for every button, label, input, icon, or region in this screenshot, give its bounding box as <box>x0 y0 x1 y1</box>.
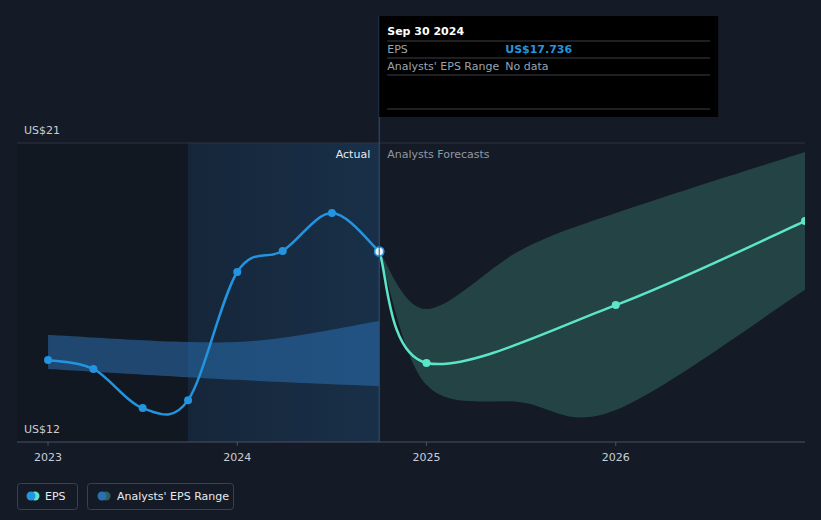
tooltip-box <box>379 16 718 117</box>
background <box>0 0 821 520</box>
x-tick <box>48 442 49 446</box>
eps-point[interactable] <box>612 301 620 309</box>
eps-point[interactable] <box>801 217 805 225</box>
x-tick <box>237 442 238 446</box>
legend-label: Analysts' EPS Range <box>117 490 229 503</box>
x-tick-label: 2026 <box>602 451 630 464</box>
plot-area <box>44 152 805 417</box>
legend-label: EPS <box>45 490 66 503</box>
legend: EPS Analysts' EPS Range <box>18 484 234 510</box>
tooltip-value: No data <box>505 60 548 73</box>
eps-point[interactable] <box>44 356 52 364</box>
eps-point[interactable] <box>139 404 147 412</box>
x-tick <box>615 442 616 446</box>
tooltip-divider <box>387 58 710 59</box>
y-tick-label: US$12 <box>24 423 60 436</box>
grid-line <box>17 143 805 144</box>
legend-item-box[interactable] <box>18 484 78 510</box>
eps-line <box>48 213 379 415</box>
legend-item-box[interactable] <box>88 484 234 510</box>
tooltip-label: EPS <box>387 43 408 56</box>
eps-point[interactable] <box>89 365 97 373</box>
chart: US$12 US$21 2023 2024 2025 2026 Actual Analysts… <box>0 0 821 520</box>
tooltip-divider <box>387 109 710 110</box>
legend-swatch <box>98 492 107 501</box>
actual-label: Actual <box>336 148 370 161</box>
tooltip-value: US$17.736 <box>505 43 572 56</box>
tooltip-label: Analysts' EPS Range <box>387 60 499 73</box>
x-tick-label: 2024 <box>223 451 251 464</box>
x-tick-label: 2023 <box>34 451 62 464</box>
eps-point[interactable] <box>279 247 287 255</box>
tooltip-divider <box>387 41 710 42</box>
y-tick-label: US$21 <box>24 124 60 137</box>
x-tick <box>426 442 427 446</box>
legend-swatch <box>27 492 36 501</box>
eps-point[interactable] <box>184 396 192 404</box>
eps-range-band <box>379 152 805 417</box>
tooltip-divider <box>387 75 710 76</box>
tooltip-date: Sep 30 2024 <box>387 25 464 38</box>
eps-point[interactable] <box>233 268 241 276</box>
forecast-label: Analysts Forecasts <box>387 148 490 161</box>
eps-point[interactable] <box>423 359 431 367</box>
last-year-region <box>188 143 379 442</box>
eps-line <box>379 221 805 364</box>
eps-point[interactable] <box>328 209 336 217</box>
past-region <box>17 143 188 442</box>
x-tick-label: 2025 <box>413 451 441 464</box>
grid-line <box>17 442 805 443</box>
tooltip: Sep 30 2024 EPS US$17.736 Analysts' EPS Ran… <box>379 16 718 117</box>
